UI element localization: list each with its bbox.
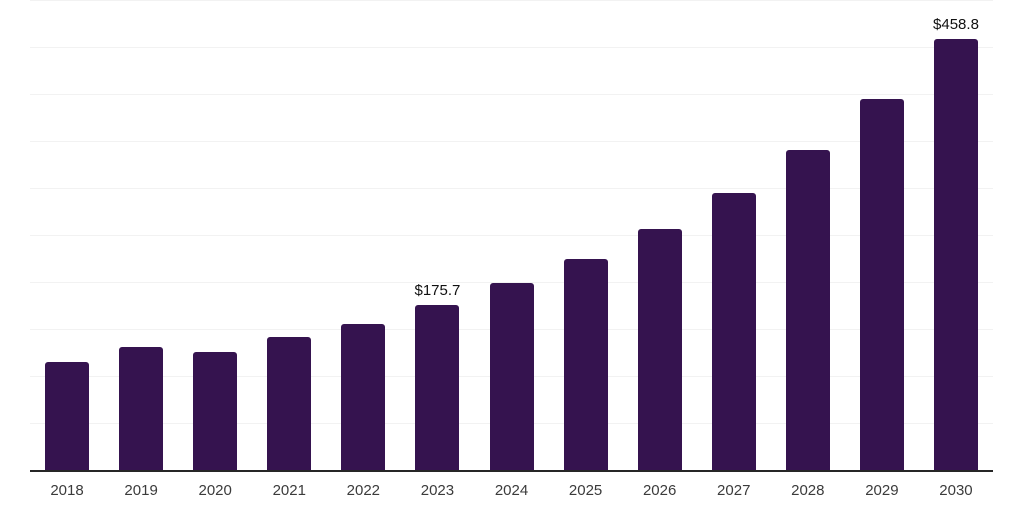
bar-2019 [119,346,164,470]
x-axis-tick-label: 2022 [346,482,381,499]
x-axis-tick-label: 2019 [124,482,158,499]
bar-slot [326,0,400,470]
x-axis-tick-label: 2030 [939,482,973,499]
bar-slot: $458.8 [919,0,993,470]
bar-2025 [563,258,608,470]
bar-slot [771,0,845,470]
bar-slot [697,0,771,470]
bar-slot [252,0,326,470]
bar-value-label: $175.7 [414,281,461,299]
bar-slot [845,0,919,470]
bar-2020 [193,352,238,470]
bar-2023 [415,304,460,470]
bar-2024 [489,283,534,470]
x-axis-tick-label: 2020 [198,482,232,499]
bar-value-label: $458.8 [933,15,979,33]
x-axis-tick-label: 2024 [494,482,529,499]
bar-2021 [267,337,312,470]
bar-2027 [711,192,756,470]
bar-slot [474,0,548,470]
bar-2028 [785,150,830,470]
gridline [30,47,993,48]
bar-2029 [859,98,904,470]
x-axis-tick-label: 2025 [568,482,603,499]
plot-area: $175.7 $458.8 [30,0,993,472]
x-axis-tick-label: 2026 [642,482,677,499]
gridline [30,188,993,189]
bar-slot [30,0,104,470]
bar-slot [623,0,697,470]
x-axis-tick-label: 2027 [717,482,751,499]
x-axis-tick-label: 2023 [420,482,455,499]
gridline [30,282,993,283]
bar-2030 [933,38,978,470]
bar-slot [178,0,252,470]
bar-2022 [341,324,386,470]
gridline [30,141,993,142]
bar-slot [104,0,178,470]
bar-2018 [45,362,90,470]
bar-2026 [637,228,682,470]
gridline [30,0,993,1]
bar-slot: $175.7 [400,0,474,470]
gridline [30,94,993,95]
gridline [30,235,993,236]
bar-slot [549,0,623,470]
x-axis: 2018 2019 2020 2021 2022 2023 2024 2025 2026 2027… [30,481,993,501]
x-axis-tick-label: 2018 [50,482,84,499]
x-axis-tick-label: 2021 [272,482,306,499]
x-axis-tick-label: 2028 [791,482,825,499]
bars-layer: $175.7 $458.8 [30,0,993,470]
x-axis-tick-label: 2029 [865,482,899,499]
